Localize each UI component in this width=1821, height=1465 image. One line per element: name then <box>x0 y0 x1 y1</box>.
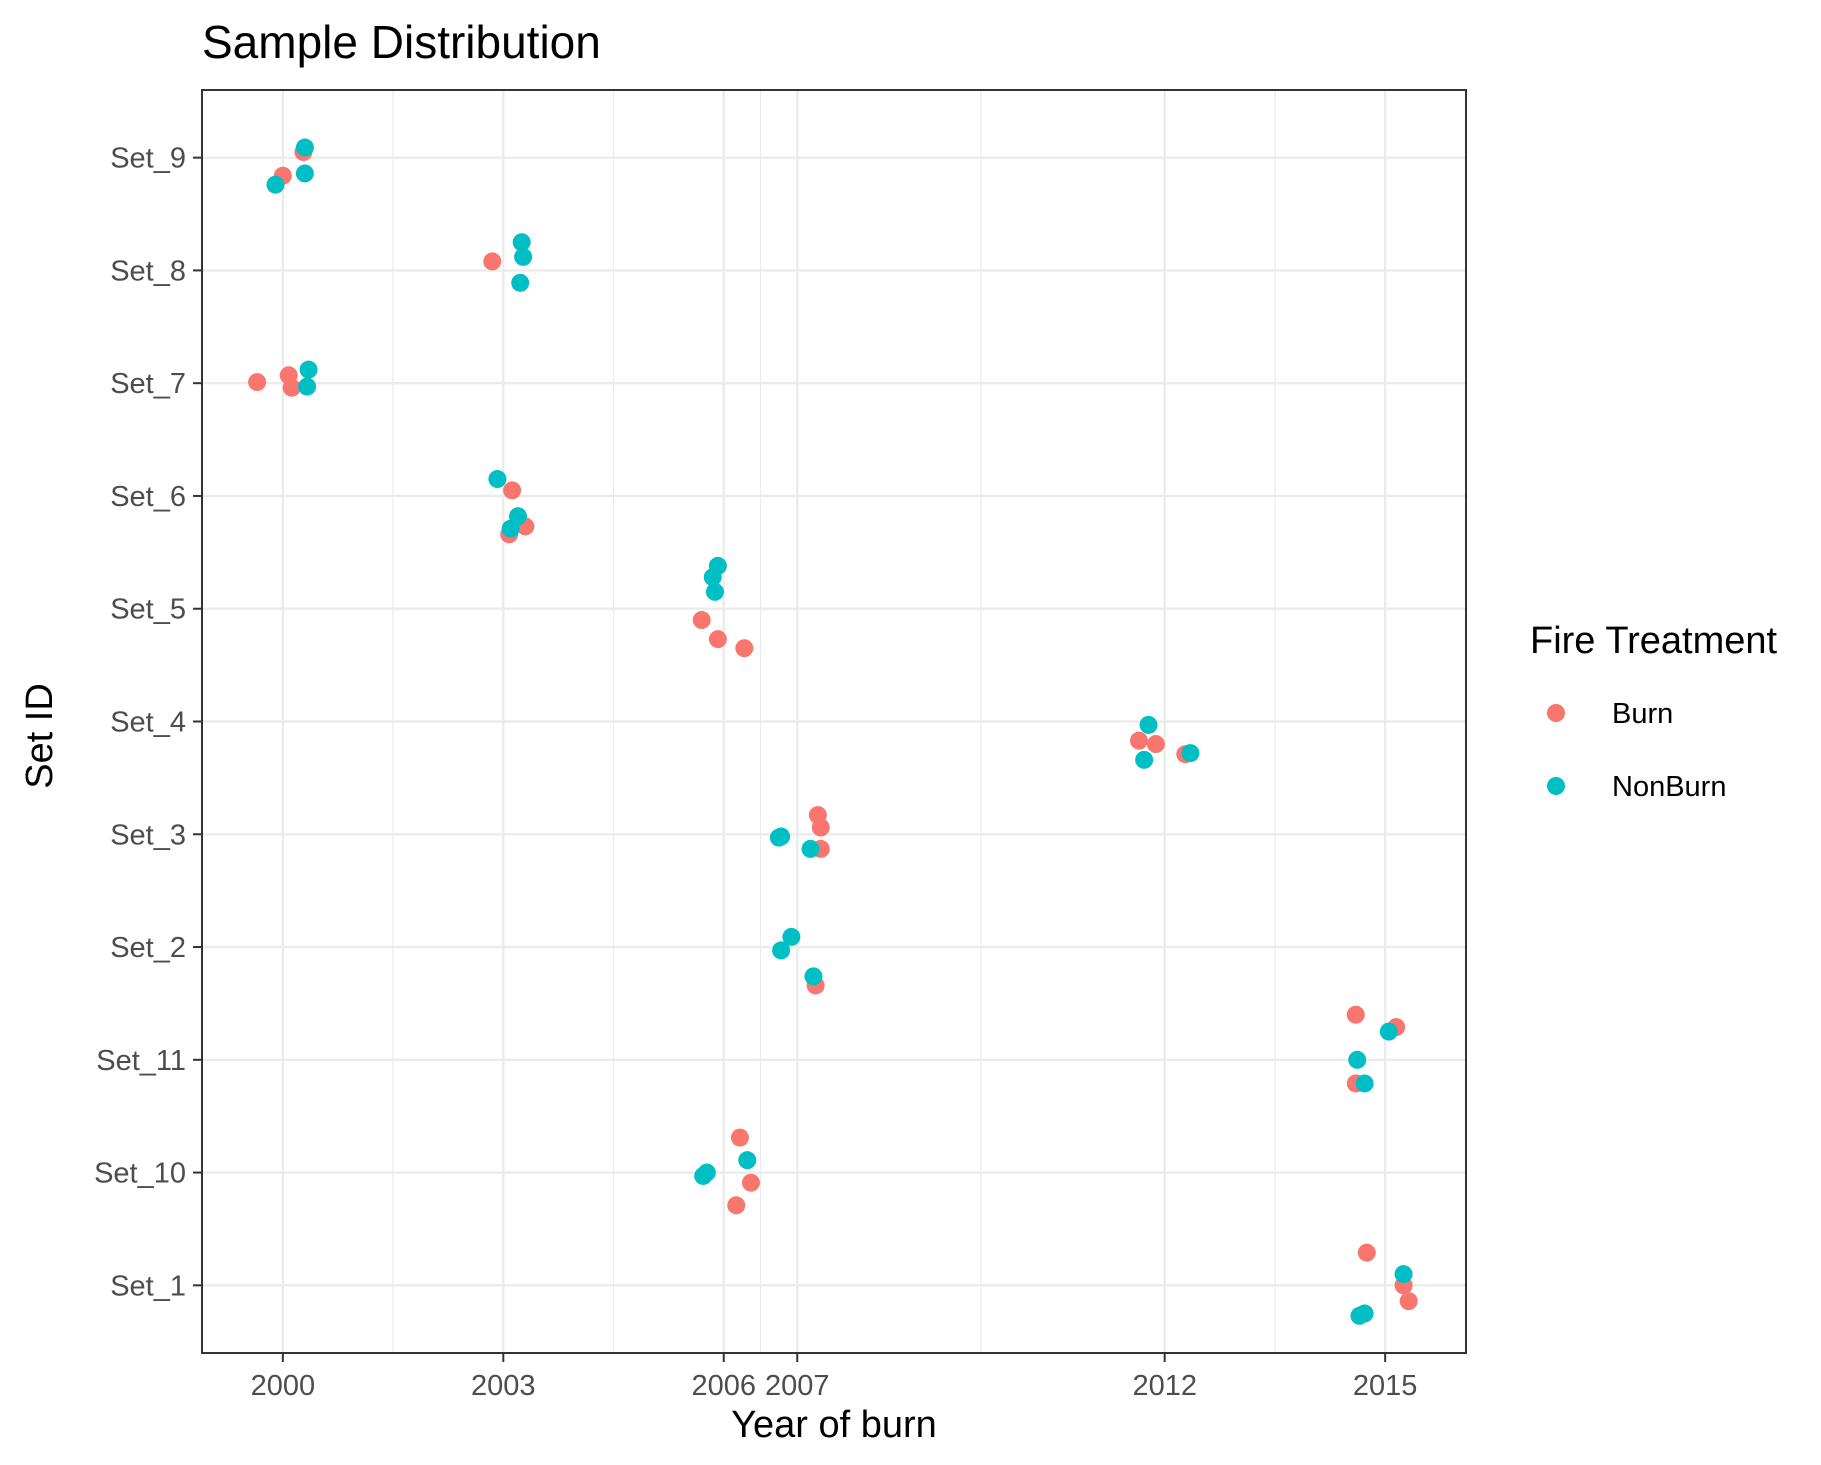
point-nonburn <box>804 967 823 986</box>
x-tick-label: 2015 <box>1353 1370 1418 1402</box>
y-tick-label: Set_6 <box>110 481 186 513</box>
point-nonburn <box>782 927 801 946</box>
plot-panel <box>201 89 1467 1354</box>
point-burn <box>248 373 267 392</box>
y-tick-label: Set_10 <box>94 1158 186 1190</box>
x-tick-label: 2003 <box>471 1370 536 1402</box>
legend-key-burn <box>1547 704 1565 722</box>
point-burn <box>692 611 711 630</box>
legend-title: Fire Treatment <box>1530 620 1778 662</box>
y-tick-label: Set_1 <box>110 1270 186 1302</box>
point-burn <box>1357 1243 1376 1262</box>
x-tick-label: 2012 <box>1132 1370 1197 1402</box>
point-nonburn <box>1139 715 1158 734</box>
x-tick-label: 2006 <box>692 1370 757 1402</box>
point-nonburn <box>488 470 507 489</box>
x-axis: 2000 2003 2006 2007 2012 2015 <box>251 1353 1418 1402</box>
point-nonburn <box>1394 1265 1413 1284</box>
legend-label-nonburn: NonBurn <box>1612 771 1726 803</box>
point-burn <box>1129 731 1148 750</box>
point-burn <box>735 639 754 658</box>
point-burn <box>811 818 830 837</box>
legend-key-nonburn <box>1547 777 1565 795</box>
point-burn <box>730 1128 749 1147</box>
point-nonburn <box>295 164 314 183</box>
point-nonburn <box>298 377 317 396</box>
point-burn <box>503 481 522 500</box>
point-nonburn <box>769 828 788 847</box>
point-nonburn <box>512 233 531 252</box>
point-nonburn <box>1355 1304 1374 1323</box>
point-nonburn <box>697 1163 716 1182</box>
point-nonburn <box>501 519 520 538</box>
point-nonburn <box>1355 1074 1374 1093</box>
point-nonburn <box>514 247 533 266</box>
point-burn <box>741 1173 760 1192</box>
chart-title: Sample Distribution <box>202 16 601 68</box>
point-burn <box>1399 1292 1418 1311</box>
legend-items: Burn NonBurn <box>1547 698 1726 803</box>
y-tick-label: Set_3 <box>110 819 186 851</box>
point-nonburn <box>1379 1022 1398 1041</box>
y-tick-label: Set_5 <box>110 594 186 626</box>
y-tick-label: Set_7 <box>110 368 186 400</box>
x-tick-label: 2007 <box>765 1370 830 1402</box>
point-nonburn <box>266 175 285 194</box>
point-nonburn <box>738 1151 757 1170</box>
point-nonburn <box>1135 750 1154 769</box>
major-gridlines <box>202 90 1466 1353</box>
point-burn <box>282 378 301 397</box>
legend: Fire Treatment Burn NonBurn <box>1530 620 1778 803</box>
legend-label-burn: Burn <box>1612 698 1673 730</box>
y-tick-label: Set_11 <box>96 1045 186 1077</box>
y-tick-label: Set_2 <box>110 932 186 964</box>
point-nonburn <box>511 273 530 292</box>
point-nonburn <box>299 360 318 379</box>
point-nonburn <box>705 582 724 601</box>
point-burn <box>483 252 502 271</box>
data-points <box>248 138 1418 1325</box>
point-burn <box>1346 1005 1365 1024</box>
y-axis: Set_1 Set_10 Set_11 Set_2 Set_3 Set_4 Set_5 Set… <box>94 143 202 1302</box>
point-burn <box>727 1196 746 1215</box>
y-tick-label: Set_4 <box>110 707 186 739</box>
point-nonburn <box>703 568 722 587</box>
x-tick-label: 2000 <box>251 1370 316 1402</box>
point-nonburn <box>1348 1050 1367 1069</box>
point-nonburn <box>1181 744 1200 763</box>
point-nonburn <box>801 839 820 858</box>
x-axis-title: Year of burn <box>731 1404 937 1446</box>
y-tick-label: Set_9 <box>110 143 186 175</box>
y-tick-label: Set_8 <box>110 255 186 287</box>
point-nonburn <box>295 138 314 157</box>
y-axis-title: Set ID <box>19 683 61 789</box>
point-burn <box>708 630 727 649</box>
point-burn <box>1146 735 1165 754</box>
point-nonburn <box>772 941 791 960</box>
